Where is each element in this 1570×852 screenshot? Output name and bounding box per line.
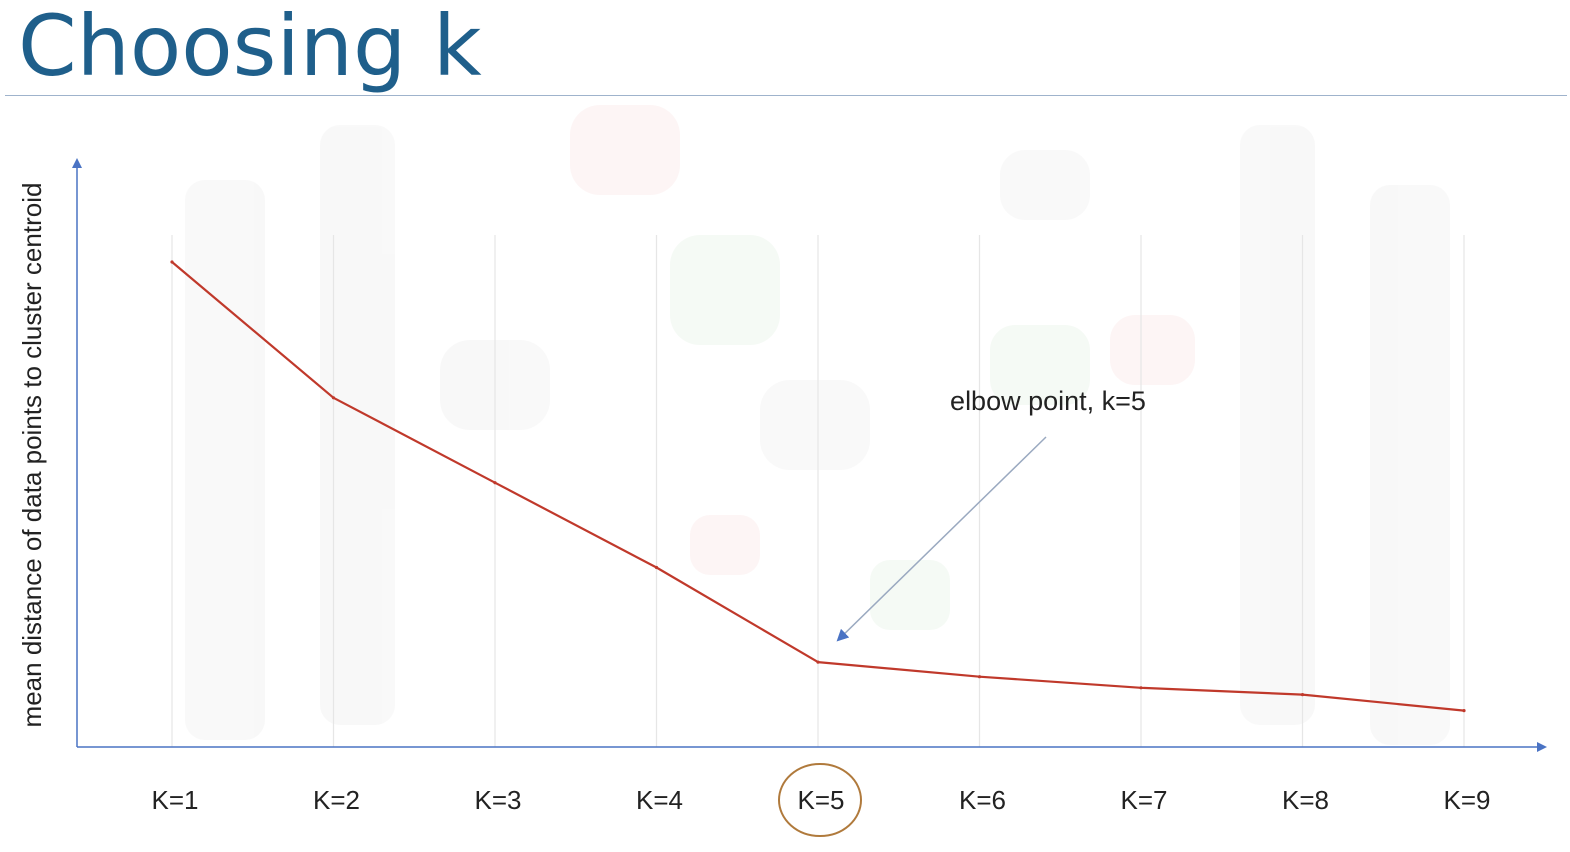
data-point bbox=[170, 260, 174, 264]
annotation-text: elbow point, k=5 bbox=[950, 386, 1146, 416]
data-point bbox=[331, 396, 336, 400]
data-point bbox=[977, 675, 982, 679]
x-tick-label: K=7 bbox=[1121, 785, 1168, 815]
x-tick-label: K=9 bbox=[1444, 785, 1491, 815]
y-axis-label: mean distance of data points to cluster … bbox=[17, 183, 47, 728]
highlight-circle bbox=[778, 763, 862, 837]
data-point bbox=[493, 481, 497, 485]
x-tick-label: K=3 bbox=[475, 785, 522, 815]
x-tick-label: K=5 bbox=[798, 785, 845, 815]
slide-title: Choosing k bbox=[18, 0, 482, 95]
data-point bbox=[1300, 693, 1305, 697]
data-point bbox=[654, 565, 659, 570]
x-tick-label: K=8 bbox=[1282, 785, 1329, 815]
data-point bbox=[816, 660, 820, 664]
x-tick-label: K=1 bbox=[152, 785, 199, 815]
x-tick-label: K=6 bbox=[959, 785, 1006, 815]
data-point bbox=[1462, 709, 1466, 713]
x-tick-label: K=2 bbox=[313, 785, 360, 815]
title-divider bbox=[5, 95, 1567, 96]
x-tick-label: K=4 bbox=[636, 785, 683, 815]
annotation-arrow bbox=[836, 436, 1047, 642]
data-point bbox=[1139, 686, 1143, 690]
